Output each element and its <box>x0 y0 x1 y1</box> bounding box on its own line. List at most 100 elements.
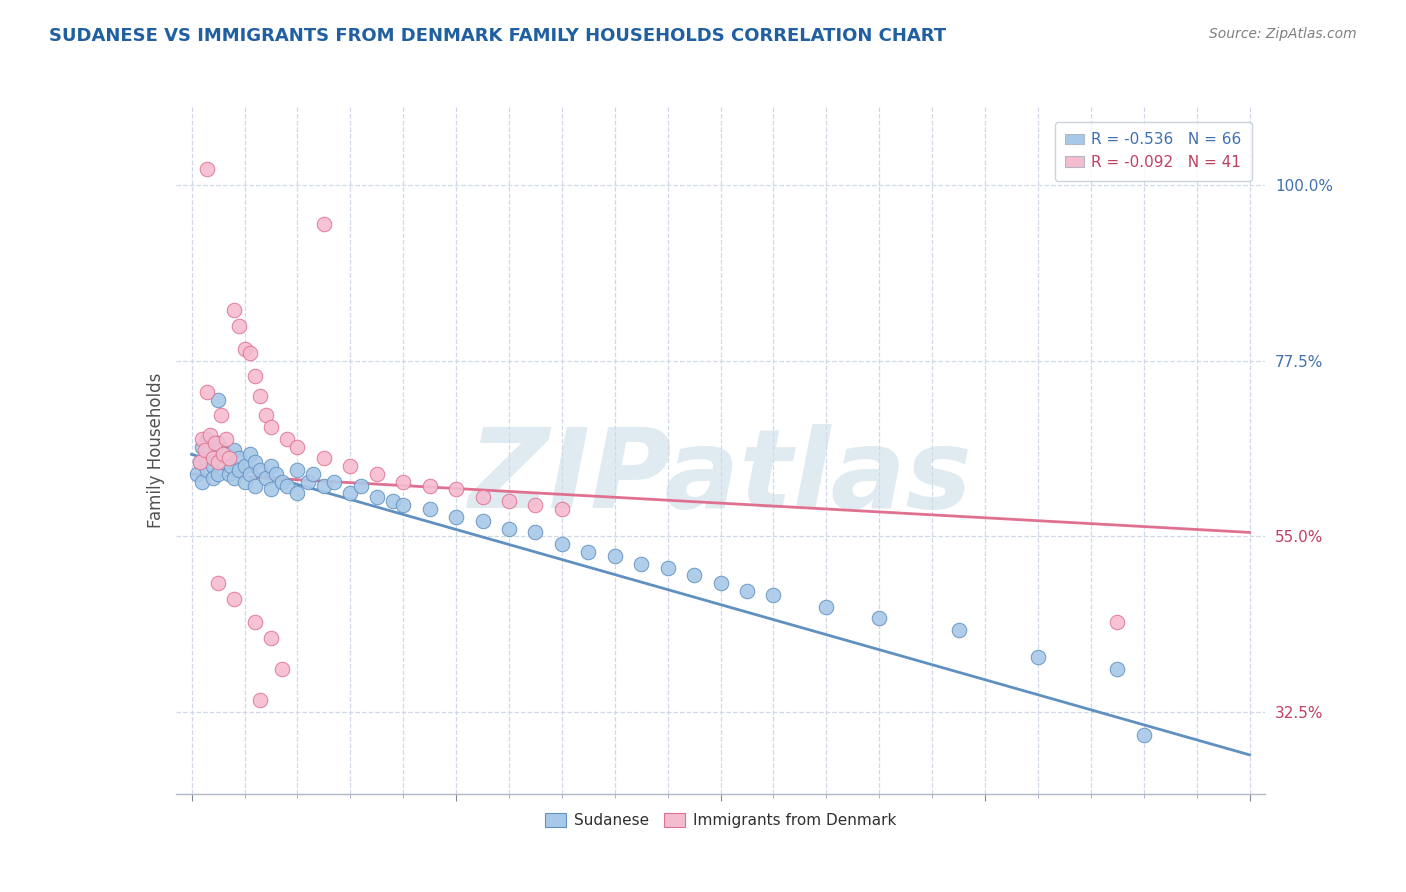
Point <box>243 615 266 630</box>
Point <box>222 591 245 606</box>
Point <box>215 432 238 446</box>
Point <box>339 486 361 500</box>
Point <box>366 467 388 481</box>
Point <box>260 420 283 434</box>
Point <box>312 451 335 466</box>
Point <box>323 475 346 489</box>
Legend: Sudanese, Immigrants from Denmark: Sudanese, Immigrants from Denmark <box>538 807 903 834</box>
Point <box>222 303 245 318</box>
Point <box>207 576 229 591</box>
Point <box>381 494 404 508</box>
Point <box>302 467 325 481</box>
Point <box>191 440 214 454</box>
Point <box>524 525 547 540</box>
Point <box>194 443 217 458</box>
Point <box>222 471 245 485</box>
Point <box>243 369 266 384</box>
Point <box>270 662 292 676</box>
Point <box>630 557 652 571</box>
Point <box>471 514 494 528</box>
Y-axis label: Family Households: Family Households <box>146 373 165 528</box>
Point <box>221 458 243 473</box>
Point <box>260 631 283 645</box>
Point <box>228 463 250 477</box>
Point <box>233 458 256 473</box>
Point <box>249 389 271 403</box>
Point <box>576 545 599 559</box>
Point <box>1107 662 1129 676</box>
Point <box>762 588 785 602</box>
Point <box>228 451 250 466</box>
Point <box>735 583 758 598</box>
Point <box>239 467 262 481</box>
Point <box>603 549 626 563</box>
Point <box>1026 650 1049 665</box>
Text: SUDANESE VS IMMIGRANTS FROM DENMARK FAMILY HOUSEHOLDS CORRELATION CHART: SUDANESE VS IMMIGRANTS FROM DENMARK FAMI… <box>49 27 946 45</box>
Point <box>392 498 415 512</box>
Point <box>392 475 415 489</box>
Point <box>194 451 217 466</box>
Point <box>551 502 574 516</box>
Point <box>204 435 226 450</box>
Point <box>815 599 838 614</box>
Text: ZIPatlas: ZIPatlas <box>468 425 973 532</box>
Point <box>551 537 574 551</box>
Point <box>1132 728 1154 742</box>
Point <box>209 443 232 458</box>
Point <box>260 458 283 473</box>
Point <box>498 494 520 508</box>
Point <box>419 502 441 516</box>
Point <box>243 455 266 469</box>
Point <box>209 409 232 423</box>
Point <box>276 432 298 446</box>
Point <box>197 162 219 177</box>
Point <box>1107 615 1129 630</box>
Point <box>228 318 250 333</box>
Point <box>233 342 256 356</box>
Point <box>191 475 214 489</box>
Point <box>287 463 309 477</box>
Point <box>212 447 235 461</box>
Point <box>471 491 494 505</box>
Point <box>350 478 373 492</box>
Point <box>868 611 890 625</box>
Point <box>186 467 208 481</box>
Point <box>191 432 214 446</box>
Point <box>222 443 245 458</box>
Point <box>264 467 287 481</box>
Point <box>297 475 319 489</box>
Point <box>270 475 292 489</box>
Point <box>207 435 229 450</box>
Point <box>254 471 277 485</box>
Point <box>218 467 240 481</box>
Point <box>207 455 229 469</box>
Point <box>948 623 970 637</box>
Point <box>198 443 221 458</box>
Point <box>249 693 271 707</box>
Point <box>207 467 229 481</box>
Point <box>366 491 388 505</box>
Point <box>498 521 520 535</box>
Point <box>188 455 211 469</box>
Point <box>197 463 219 477</box>
Point <box>276 478 298 492</box>
Point <box>197 432 219 446</box>
Point <box>657 560 679 574</box>
Point <box>287 486 309 500</box>
Point <box>204 447 226 461</box>
Point <box>215 447 238 461</box>
Point <box>201 451 224 466</box>
Text: Source: ZipAtlas.com: Source: ZipAtlas.com <box>1209 27 1357 41</box>
Point <box>260 483 283 497</box>
Point <box>212 455 235 469</box>
Point <box>243 478 266 492</box>
Point <box>444 509 467 524</box>
Point <box>287 440 309 454</box>
Point <box>254 409 277 423</box>
Point <box>710 576 733 591</box>
Point <box>201 458 224 473</box>
Point <box>239 447 262 461</box>
Point <box>201 471 224 485</box>
Point <box>312 478 335 492</box>
Point <box>312 217 335 231</box>
